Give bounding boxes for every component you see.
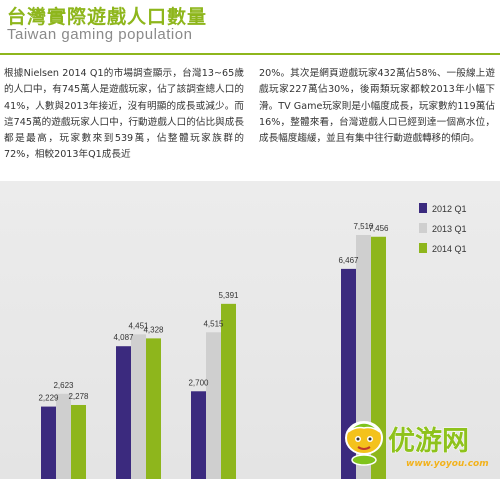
bar-2012-q1-group-1 [41,406,56,479]
yoyou-logo: 优游网 www.yoyou.com [345,421,489,469]
data-label: 2,700 [188,378,209,387]
bar-2013-q1-group-3 [206,332,221,479]
bar-2014-q1-group-2 [146,338,161,479]
data-label: 6,467 [338,256,359,265]
legend-swatch [419,203,427,213]
chart-data-labels: 2,229 4,087 2,700 6,467 2,623 4,451 4,515 7,510… [38,222,389,403]
chart-bars [41,235,386,479]
bar-2013-q1-group-2 [131,334,146,479]
data-label: 4,515 [203,319,224,328]
chart-legend: 2012 Q1 2013 Q1 2014 Q1 [419,203,467,254]
data-label: 4,451 [128,321,149,330]
data-label: 5,391 [218,291,239,300]
data-label: 4,328 [143,325,164,334]
bar-2012-q1-group-2 [116,346,131,479]
title-rule [0,53,500,55]
article-paragraph-right: 20%。其次是網頁遊戲玩家432萬佔58%、一般線上遊戲玩家227萬佔30%，後… [259,68,495,145]
logo-text: 优游网 [388,426,469,457]
bar-2012-q1-group-3 [191,391,206,479]
mascot-icon [345,421,383,466]
data-label: 2,229 [38,394,59,403]
bar-2014-q1-group-4 [371,236,386,479]
article-paragraph-left: 根據Nielsen 2014 Q1的市場調查顯示，台灣13~65歲的人口中，有7… [4,68,244,161]
bar-2013-q1-group-4 [356,235,371,479]
bar-2014-q1-group-3 [221,303,236,479]
data-label: 4,087 [113,333,134,342]
bar-2013-q1-group-1 [56,393,71,479]
legend-label: 2013 Q1 [432,224,467,234]
data-label: 7,510 [353,222,374,231]
bar-2014-q1-group-1 [71,404,86,479]
page-title-en: Taiwan gaming population [7,26,193,43]
page-title-cn: 台灣實際遊戲人口數量 [7,6,208,28]
legend-label: 2014 Q1 [432,244,467,254]
data-label: 7,456 [368,224,389,233]
legend-label: 2012 Q1 [432,204,467,214]
legend-swatch [419,243,427,253]
logo-url: www.yoyou.com [406,459,489,469]
data-label: 2,278 [68,392,89,401]
data-label: 2,623 [53,381,74,390]
legend-swatch [419,223,427,233]
